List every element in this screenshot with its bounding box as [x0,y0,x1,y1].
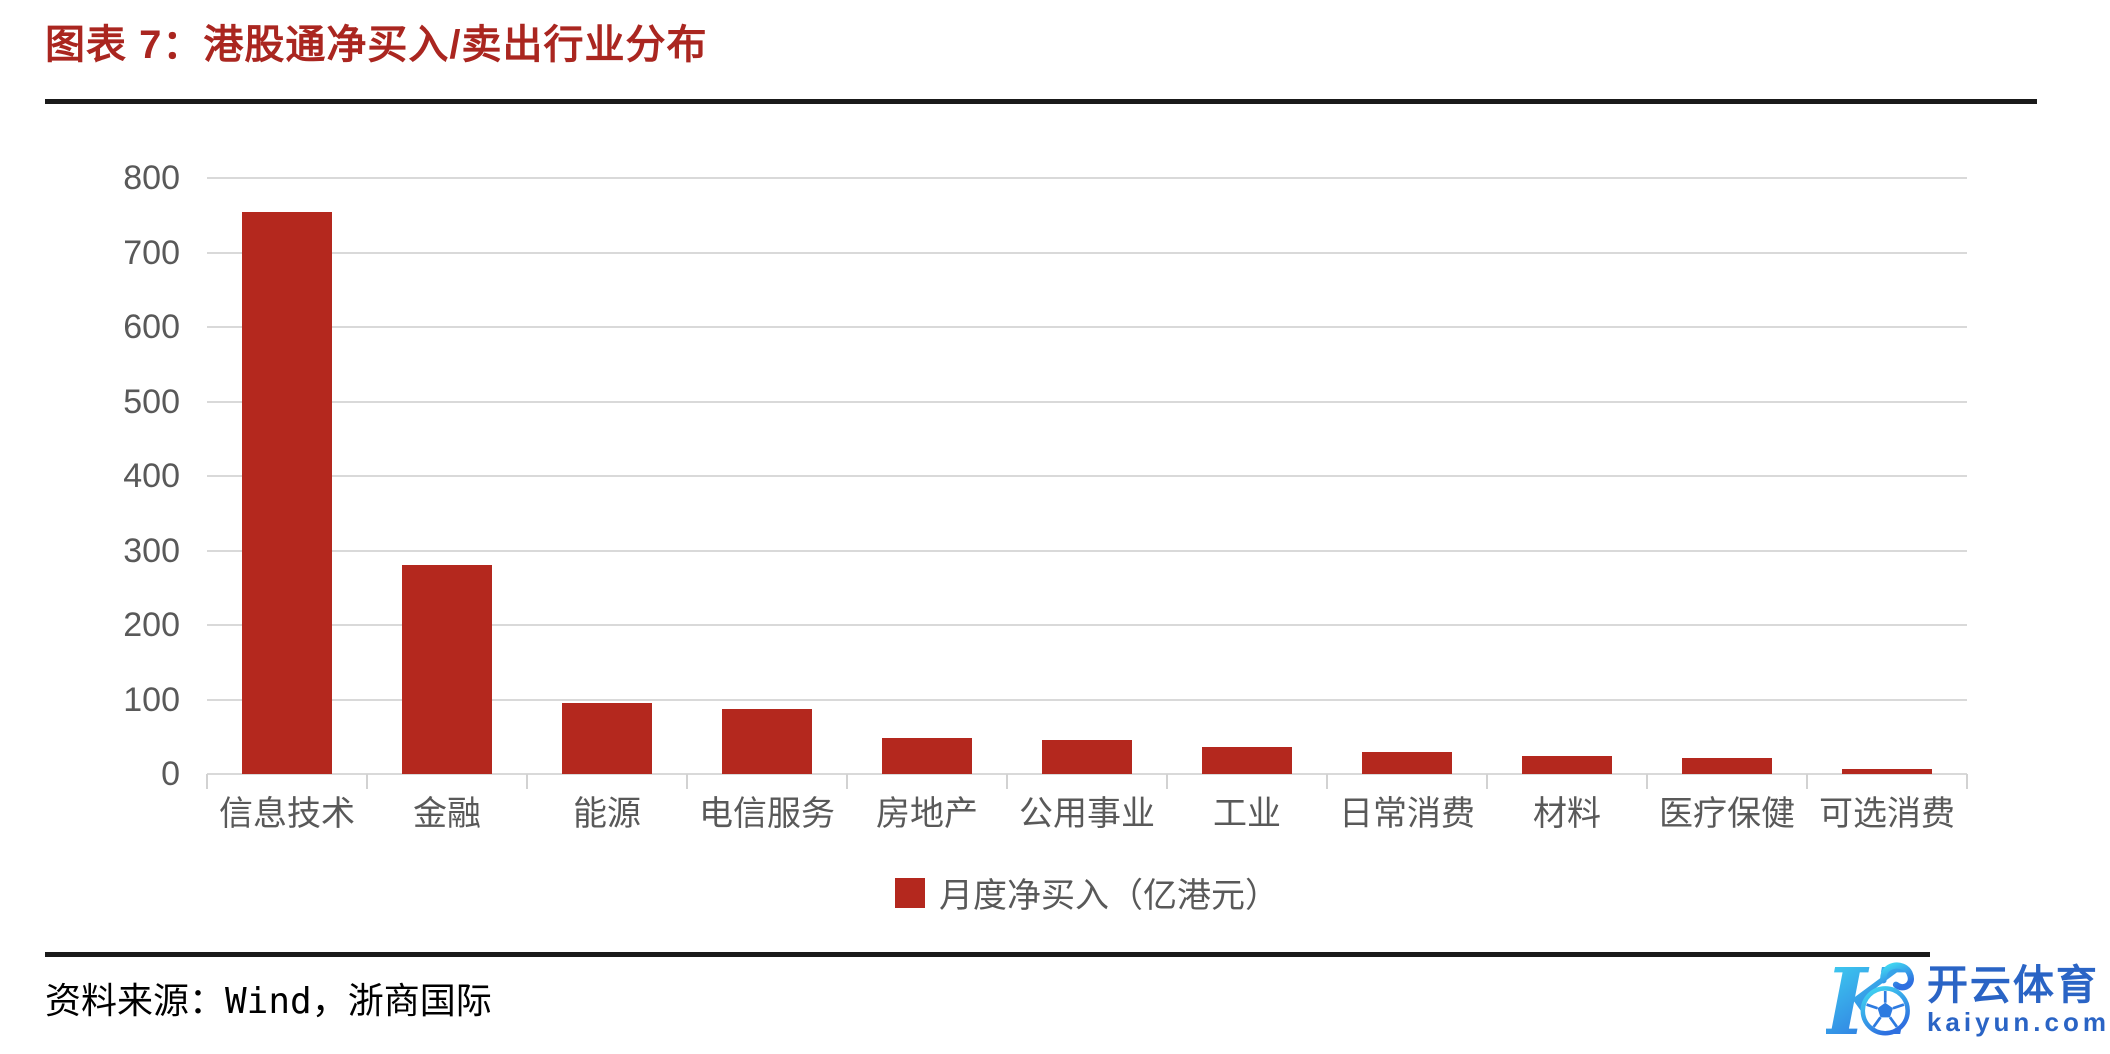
logo-domain: kaiyun.com [1926,1007,2110,1037]
x-axis-tick [686,774,688,789]
bar-工业 [1202,747,1292,774]
y-axis-tick-label: 200 [123,606,180,644]
gridline-y-800 [207,177,1967,179]
x-axis-tick [1806,774,1808,789]
x-axis-tick [1006,774,1008,789]
x-axis-tick [206,774,208,789]
gridline-y-100 [207,698,1967,701]
figure-title: 图表 7：港股通净买入/卖出行业分布 [45,23,708,67]
bar-日常消费 [1362,751,1452,774]
x-axis-label-材料: 材料 [1533,795,1601,833]
x-axis-label-金融: 金融 [413,795,481,833]
gridline-y-500 [207,400,1967,403]
y-axis-tick-label: 0 [161,755,180,793]
bar-金融 [402,565,492,774]
x-axis-label-日常消费: 日常消费 [1339,795,1475,833]
x-axis-tick [366,774,368,789]
bar-电信服务 [722,709,812,774]
x-axis-label-工业: 工业 [1213,795,1281,833]
footer-divider [45,952,1930,957]
x-axis-tick [1486,774,1488,789]
gridline-y-0 [207,773,1967,775]
bar-能源 [562,703,652,774]
x-axis-tick [1166,774,1168,789]
chart-legend: 月度净买入（亿港元） [207,868,1967,917]
legend-swatch-icon [895,877,925,908]
gridline-y-400 [207,475,1967,477]
y-axis-tick-label: 700 [123,233,180,272]
bar-材料 [1522,756,1612,774]
x-axis-tick [1966,774,1968,789]
y-axis-tick-label: 600 [123,308,180,346]
y-axis-tick-label: 800 [123,159,180,197]
bar-公用事业 [1042,740,1132,774]
title-divider [45,99,2037,104]
gridline-y-600 [207,326,1967,328]
bar-信息技术 [242,211,332,774]
y-axis-tick-label: 100 [123,680,180,719]
y-axis-tick-label: 300 [123,531,180,570]
x-axis-label-房地产: 房地产 [876,795,978,833]
legend-label: 月度净买入（亿港元） [939,877,1279,915]
bar-可选消费 [1842,768,1932,774]
logo-text: 开云体育 kaiyun.com [1927,963,2110,1037]
kaiyun-watermark-link[interactable]: K 开云体育 kaiyun.com [1826,950,2110,1050]
x-axis-label-信息技术: 信息技术 [219,795,355,833]
k-football-icon: K [1826,951,1914,1049]
y-axis-tick-label: 400 [123,457,180,495]
gridline-y-300 [207,549,1967,552]
bar-房地产 [882,738,972,774]
gridline-y-700 [207,251,1967,254]
x-axis-label-公用事业: 公用事业 [1019,795,1155,833]
x-axis-tick [1326,774,1328,789]
y-axis-tick-label: 500 [123,382,180,421]
x-axis-label-可选消费: 可选消费 [1819,795,1955,833]
gridline-y-200 [207,624,1967,626]
x-axis-tick [1646,774,1648,789]
x-axis-tick [526,774,528,789]
x-axis-label-医疗保健: 医疗保健 [1659,795,1795,833]
x-axis-tick [846,774,848,789]
logo-name: 开云体育 [1926,962,2099,1008]
source-note: 资料来源：Wind，浙商国际 [45,981,492,1022]
bar-医疗保健 [1682,757,1772,774]
x-axis-label-电信服务: 电信服务 [699,795,835,833]
x-axis-label-能源: 能源 [573,795,641,833]
